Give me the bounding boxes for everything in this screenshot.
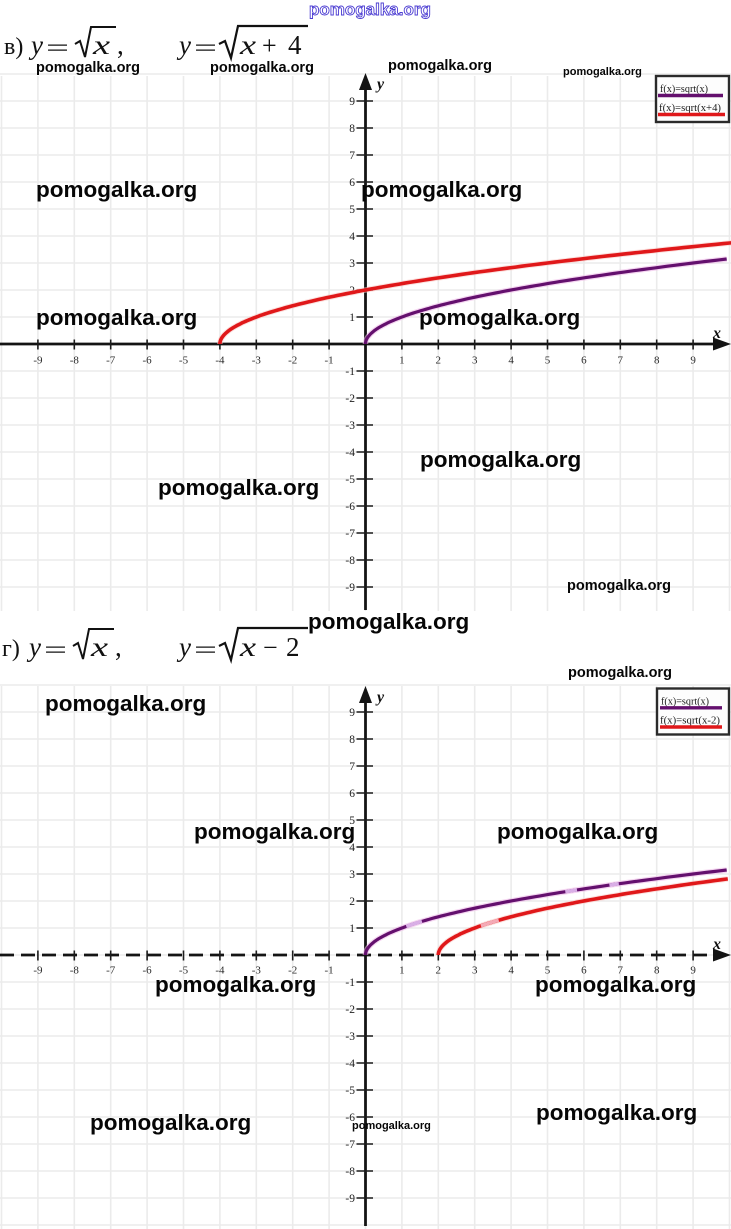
svg-text:-8: -8 [70, 355, 80, 367]
svg-text:-6: -6 [345, 501, 355, 513]
svg-text:x: x [712, 936, 721, 953]
svg-text:x: x [239, 30, 256, 60]
svg-text:-6: -6 [143, 965, 153, 977]
svg-text:8: 8 [349, 123, 355, 135]
svg-text:x: x [92, 30, 110, 60]
svg-text:−: − [263, 633, 278, 662]
svg-text:г): г) [2, 636, 20, 662]
svg-text:-8: -8 [345, 555, 355, 567]
svg-text:6: 6 [581, 965, 587, 977]
svg-text:,: , [115, 632, 122, 662]
svg-text:-4: -4 [215, 355, 225, 367]
svg-text:-9: -9 [33, 965, 43, 977]
svg-text:=: = [194, 35, 217, 62]
svg-text:в): в) [4, 34, 23, 60]
svg-text:-4: -4 [345, 1058, 355, 1070]
svg-text:7: 7 [349, 761, 355, 773]
svg-text:-3: -3 [345, 1031, 355, 1043]
svg-text:=: = [44, 637, 67, 664]
svg-text:2: 2 [286, 632, 300, 662]
svg-text:8: 8 [654, 965, 660, 977]
svg-text:3: 3 [349, 869, 355, 881]
svg-text:-6: -6 [143, 355, 153, 367]
svg-text:4: 4 [508, 965, 514, 977]
svg-text:=: = [46, 35, 69, 62]
svg-text:-8: -8 [345, 1166, 355, 1178]
svg-text:-7: -7 [106, 965, 116, 977]
svg-text:6: 6 [581, 355, 587, 367]
svg-text:x: x [239, 632, 256, 662]
svg-text:x: x [90, 632, 108, 662]
svg-text:1: 1 [349, 312, 355, 324]
svg-text:,: , [117, 30, 124, 60]
svg-text:y: y [26, 632, 41, 662]
svg-text:-2: -2 [345, 393, 355, 405]
svg-text:-9: -9 [345, 582, 355, 594]
svg-text:7: 7 [618, 965, 624, 977]
svg-text:6: 6 [349, 788, 355, 800]
svg-text:5: 5 [349, 815, 355, 827]
svg-text:-9: -9 [33, 355, 43, 367]
svg-text:-1: -1 [325, 965, 334, 977]
svg-text:3: 3 [472, 355, 478, 367]
svg-text:f(x)=sqrt(x): f(x)=sqrt(x) [660, 84, 708, 95]
svg-text:f(x)=sqrt(x+4): f(x)=sqrt(x+4) [659, 103, 721, 114]
svg-text:-5: -5 [345, 1085, 355, 1097]
svg-text:-4: -4 [215, 965, 225, 977]
svg-text:-2: -2 [288, 965, 297, 977]
svg-text:2: 2 [436, 355, 442, 367]
svg-text:-3: -3 [252, 355, 262, 367]
svg-text:-7: -7 [345, 1139, 355, 1151]
svg-text:y: y [375, 76, 385, 93]
svg-text:1: 1 [399, 965, 405, 977]
svg-text:y: y [28, 30, 43, 60]
svg-text:1: 1 [349, 923, 355, 935]
svg-text:-5: -5 [179, 355, 189, 367]
svg-text:5: 5 [545, 355, 551, 367]
svg-text:5: 5 [545, 965, 551, 977]
svg-text:7: 7 [618, 355, 624, 367]
svg-text:x: x [712, 325, 721, 342]
svg-text:-3: -3 [252, 965, 262, 977]
svg-text:-8: -8 [70, 965, 80, 977]
svg-text:-2: -2 [345, 1004, 355, 1016]
svg-text:3: 3 [472, 965, 478, 977]
svg-text:1: 1 [399, 355, 405, 367]
svg-text:4: 4 [508, 355, 514, 367]
svg-text:y: y [176, 632, 191, 662]
svg-text:9: 9 [690, 355, 696, 367]
svg-text:-6: -6 [345, 1112, 355, 1124]
svg-text:5: 5 [349, 204, 355, 216]
svg-text:4: 4 [288, 30, 302, 60]
svg-text:6: 6 [349, 177, 355, 189]
svg-text:y: y [176, 30, 191, 60]
svg-text:2: 2 [436, 965, 442, 977]
svg-text:4: 4 [349, 231, 355, 243]
svg-text:-2: -2 [288, 355, 297, 367]
svg-text:-4: -4 [345, 447, 355, 459]
svg-text:3: 3 [349, 258, 355, 270]
svg-text:4: 4 [349, 842, 355, 854]
svg-text:-5: -5 [345, 474, 355, 486]
svg-text:-1: -1 [325, 355, 334, 367]
svg-text:8: 8 [654, 355, 660, 367]
svg-text:-5: -5 [179, 965, 189, 977]
svg-text:9: 9 [349, 96, 355, 108]
svg-text:-1: -1 [345, 977, 355, 989]
svg-text:9: 9 [690, 965, 696, 977]
svg-text:2: 2 [349, 896, 355, 908]
svg-text:-7: -7 [345, 528, 355, 540]
svg-text:+: + [262, 31, 277, 60]
svg-text:y: y [375, 689, 385, 706]
svg-text:-7: -7 [106, 355, 116, 367]
svg-text:-3: -3 [345, 420, 355, 432]
svg-text:-9: -9 [345, 1193, 355, 1205]
svg-text:8: 8 [349, 734, 355, 746]
svg-text:f(x)=sqrt(x): f(x)=sqrt(x) [661, 697, 709, 708]
svg-text:9: 9 [349, 707, 355, 719]
svg-text:f(x)=sqrt(x-2): f(x)=sqrt(x-2) [660, 716, 720, 727]
svg-text:-1: -1 [345, 366, 355, 378]
svg-text:=: = [194, 637, 217, 664]
svg-text:7: 7 [349, 150, 355, 162]
